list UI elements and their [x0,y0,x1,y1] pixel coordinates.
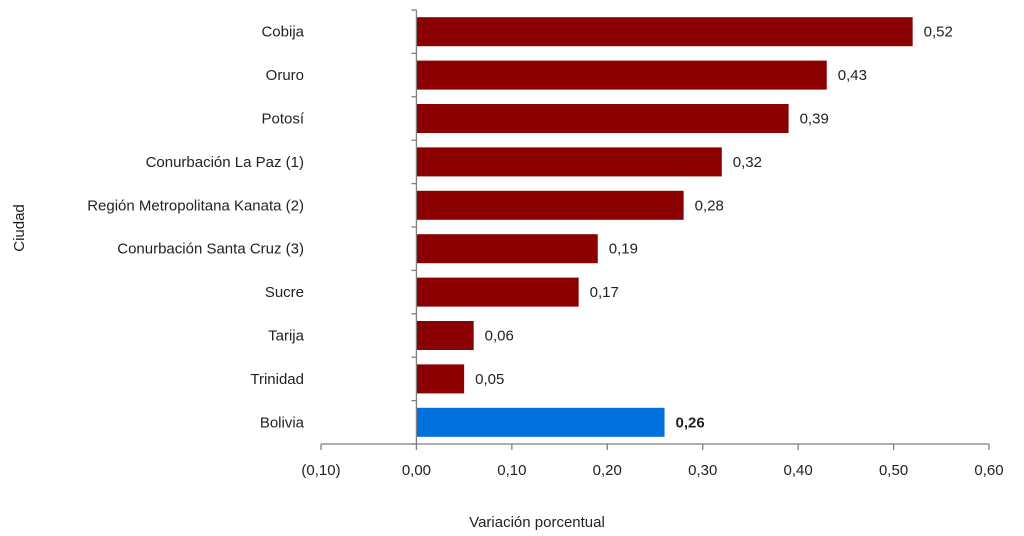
data-label-conurbacion-santa-cruz-3: 0,19 [609,241,638,258]
x-tick-label: (0,10) [301,462,340,479]
y-axis-title: Ciudad [11,204,28,252]
data-label-region-metropolitana-kanata-2: 0,28 [695,197,724,214]
bar-sucre [416,277,579,307]
bar-potosi [416,104,789,133]
data-label-potosi: 0,39 [800,111,829,128]
data-label-oruro: 0,43 [838,67,867,84]
category-label-cobija: Cobija [261,24,304,41]
bar-conurbacion-santa-cruz-3 [416,234,598,264]
x-tick-label: 0,20 [593,462,622,479]
bars-group [416,17,913,437]
data-label-bolivia: 0,26 [676,414,705,431]
category-label-bolivia: Bolivia [260,414,305,431]
category-label-tarija: Tarija [268,328,305,345]
x-tick-label: 0,30 [688,462,717,479]
data-label-tarija: 0,06 [485,328,514,345]
category-label-oruro: Oruro [266,67,304,84]
category-label-potosi: Potosí [261,111,304,128]
bar-region-metropolitana-kanata-2 [416,190,684,220]
data-label-trinidad: 0,05 [475,371,504,388]
axes-group [320,9,990,450]
x-tick-label: 0,60 [974,462,1003,479]
x-tick-label: 0,10 [497,462,526,479]
bar-cobija [416,17,913,47]
bar-conurbacion-la-paz-1 [416,147,722,177]
category-label-trinidad: Trinidad [250,371,304,388]
data-label-cobija: 0,52 [924,24,953,41]
x-tick-label: 0,40 [784,462,813,479]
category-label-conurbacion-santa-cruz-3: Conurbación Santa Cruz (3) [117,241,304,258]
data-label-sucre: 0,17 [590,284,619,301]
bar-tarija [416,321,474,350]
labels-group: Cobija 0,52 Oruro 0,43 Potosí 0,39 Conurbación… [87,24,1003,479]
category-label-region-metropolitana-kanata-2: Región Metropolitana Kanata (2) [87,197,304,214]
x-tick-label: 0,50 [879,462,908,479]
data-label-conurbacion-la-paz-1: 0,32 [733,154,762,171]
category-label-conurbacion-la-paz-1: Conurbación La Paz (1) [146,154,304,171]
bar-oruro [416,60,827,90]
bar-bolivia [416,407,665,437]
category-label-sucre: Sucre [265,284,304,301]
bar-trinidad [416,364,465,394]
x-tick-label: 0,00 [402,462,431,479]
x-axis-title: Variación porcentual [469,514,605,531]
